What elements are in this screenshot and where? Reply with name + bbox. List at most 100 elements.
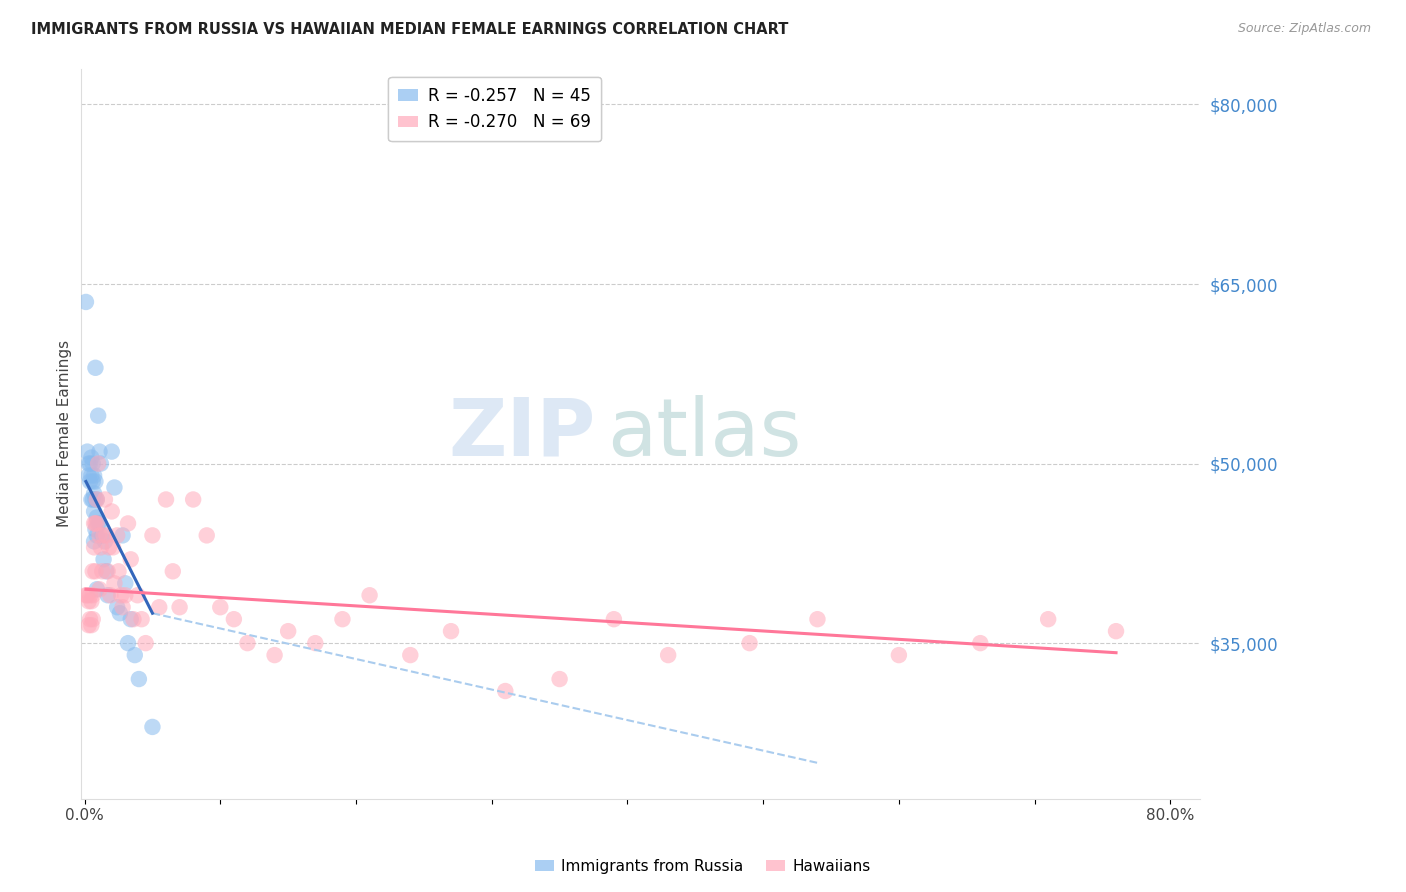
- Point: [127, 588, 149, 602]
- Point: [222, 612, 245, 626]
- Point: [87, 457, 110, 471]
- Point: [117, 636, 139, 650]
- Legend: Immigrants from Russia, Hawaiians: Immigrants from Russia, Hawaiians: [529, 853, 877, 880]
- Point: [98, 541, 121, 555]
- Point: [82, 457, 104, 471]
- Point: [82, 564, 104, 578]
- Point: [111, 528, 134, 542]
- Point: [83, 504, 105, 518]
- Point: [169, 600, 191, 615]
- Point: [83, 486, 105, 500]
- Point: [103, 481, 125, 495]
- Point: [86, 516, 108, 531]
- Y-axis label: Median Female Earnings: Median Female Earnings: [58, 340, 72, 527]
- Point: [195, 528, 218, 542]
- Point: [86, 528, 108, 542]
- Point: [120, 552, 142, 566]
- Point: [89, 528, 111, 542]
- Point: [969, 636, 991, 650]
- Point: [114, 588, 136, 602]
- Point: [94, 492, 117, 507]
- Point: [83, 534, 105, 549]
- Text: Source: ZipAtlas.com: Source: ZipAtlas.com: [1237, 22, 1371, 36]
- Point: [79, 457, 101, 471]
- Point: [399, 648, 422, 662]
- Point: [603, 612, 626, 626]
- Point: [77, 457, 100, 471]
- Point: [128, 672, 150, 686]
- Text: atlas: atlas: [607, 394, 801, 473]
- Point: [84, 492, 107, 507]
- Point: [84, 523, 107, 537]
- Point: [89, 444, 111, 458]
- Point: [83, 541, 105, 555]
- Point: [263, 648, 285, 662]
- Point: [83, 516, 105, 531]
- Point: [155, 492, 177, 507]
- Point: [236, 636, 259, 650]
- Point: [304, 636, 326, 650]
- Point: [117, 516, 139, 531]
- Point: [887, 648, 910, 662]
- Point: [80, 450, 103, 465]
- Point: [209, 600, 232, 615]
- Point: [657, 648, 679, 662]
- Point: [86, 510, 108, 524]
- Point: [82, 588, 104, 602]
- Point: [91, 564, 114, 578]
- Point: [96, 528, 118, 542]
- Point: [76, 444, 98, 458]
- Point: [91, 528, 114, 542]
- Point: [93, 552, 115, 566]
- Text: IMMIGRANTS FROM RUSSIA VS HAWAIIAN MEDIAN FEMALE EARNINGS CORRELATION CHART: IMMIGRANTS FROM RUSSIA VS HAWAIIAN MEDIA…: [31, 22, 789, 37]
- Point: [1036, 612, 1059, 626]
- Point: [162, 564, 184, 578]
- Point: [332, 612, 354, 626]
- Point: [100, 444, 122, 458]
- Point: [82, 492, 104, 507]
- Point: [101, 541, 124, 555]
- Point: [141, 528, 163, 542]
- Point: [82, 612, 104, 626]
- Point: [86, 492, 108, 507]
- Point: [98, 588, 121, 602]
- Point: [93, 528, 115, 542]
- Point: [87, 409, 110, 423]
- Point: [108, 606, 131, 620]
- Point: [80, 594, 103, 608]
- Point: [277, 624, 299, 639]
- Point: [90, 457, 112, 471]
- Point: [806, 612, 828, 626]
- Text: ZIP: ZIP: [449, 394, 596, 473]
- Point: [84, 564, 107, 578]
- Point: [135, 636, 157, 650]
- Point: [131, 612, 153, 626]
- Point: [80, 468, 103, 483]
- Point: [110, 588, 132, 602]
- Point: [1105, 624, 1128, 639]
- Point: [105, 600, 128, 615]
- Point: [82, 475, 104, 489]
- Point: [120, 612, 142, 626]
- Point: [94, 534, 117, 549]
- Point: [80, 618, 103, 632]
- Point: [86, 492, 108, 507]
- Point: [84, 360, 107, 375]
- Point: [89, 582, 111, 597]
- Point: [738, 636, 761, 650]
- Point: [97, 564, 120, 578]
- Point: [141, 720, 163, 734]
- Point: [79, 475, 101, 489]
- Point: [122, 612, 145, 626]
- Point: [548, 672, 571, 686]
- Point: [75, 295, 97, 310]
- Point: [359, 588, 381, 602]
- Point: [124, 648, 146, 662]
- Point: [87, 516, 110, 531]
- Point: [77, 594, 100, 608]
- Point: [107, 564, 129, 578]
- Point: [84, 475, 107, 489]
- Point: [80, 492, 103, 507]
- Point: [100, 504, 122, 518]
- Point: [181, 492, 204, 507]
